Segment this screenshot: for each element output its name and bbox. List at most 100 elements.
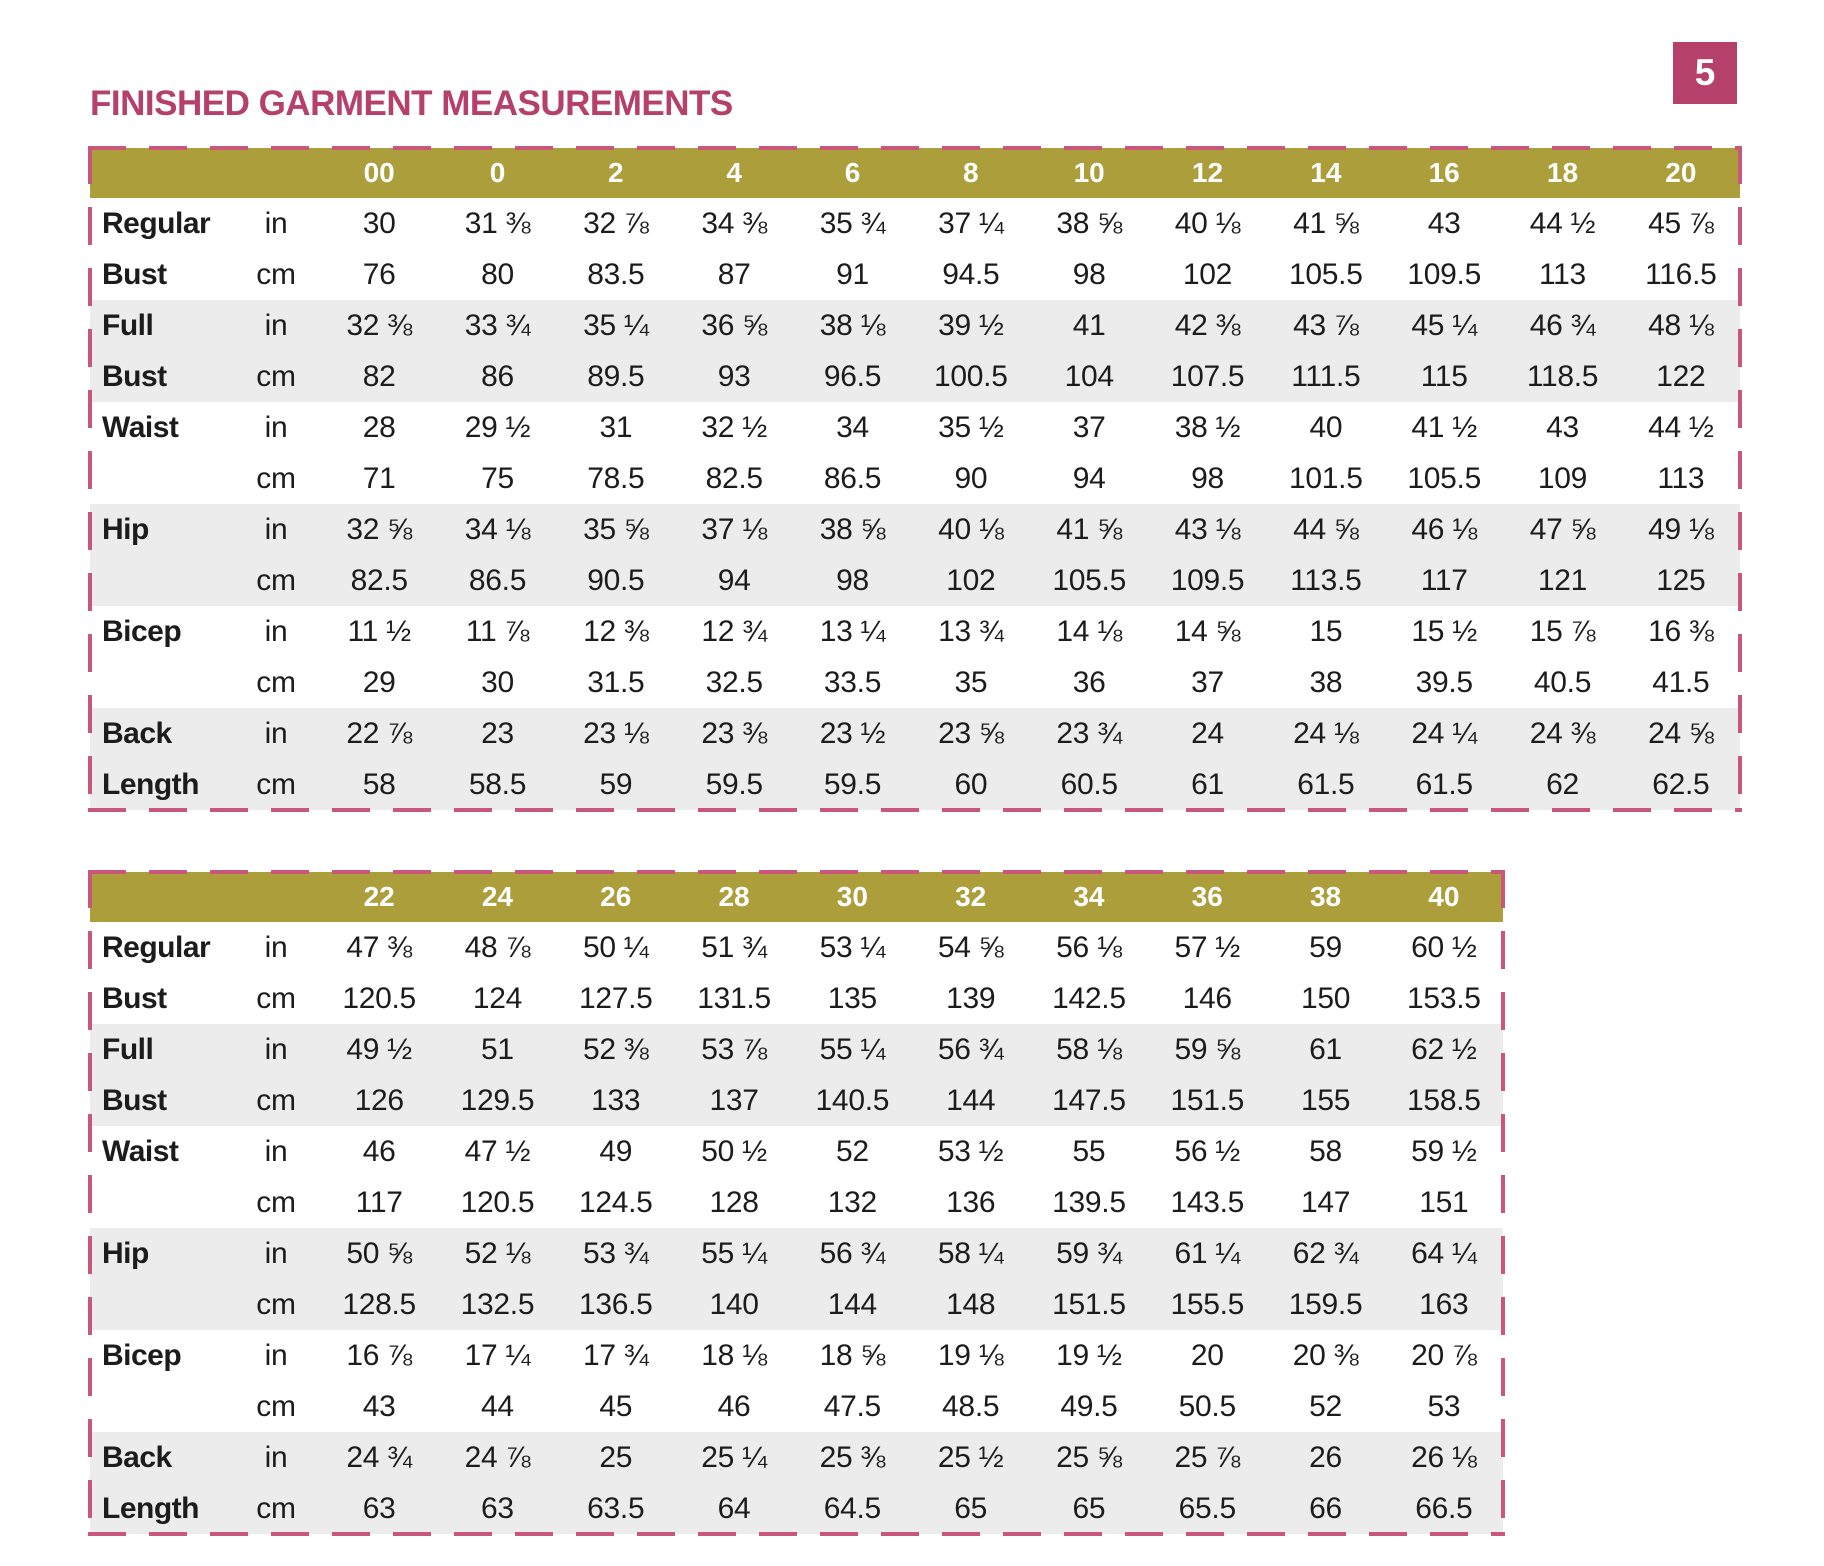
- measurement-value: 105.5: [1052, 563, 1126, 597]
- size-column-header: 36: [1191, 881, 1223, 912]
- measurement-value: 61: [1309, 1032, 1342, 1066]
- row-label: [90, 1279, 232, 1330]
- measurement-value: 43: [1546, 410, 1579, 444]
- measurement-value: 155.5: [1170, 1287, 1245, 1321]
- measurement-value: 140.5: [815, 1083, 890, 1117]
- row-label: Full: [102, 308, 154, 342]
- measurement-value: 26 ⅛: [1411, 1440, 1477, 1474]
- measurement-value: 12 ⅜: [583, 614, 649, 648]
- measurement-value: 59.5: [823, 767, 882, 801]
- measurement-value: 66.5: [1415, 1491, 1473, 1525]
- measurement-value: 56 ⅛: [1056, 930, 1122, 964]
- measurement-value: 101.5: [1289, 461, 1363, 495]
- table-row: Back in 22 ⅞ 23 23 ⅛ 23 ⅜ 23 ½ 23 ⅝ 23 ¾ 24 24 ⅛ 24…: [90, 708, 1740, 759]
- measurement-value: 151: [1419, 1185, 1469, 1219]
- table-row: Bust cm 82 86 89.5 93 96.5 100.5 104 107.5 111.5 11…: [90, 351, 1740, 402]
- measurement-value: 131.5: [697, 981, 771, 1015]
- measurement-value: 62 ¾: [1292, 1236, 1359, 1270]
- measurement-value: 13 ¾: [938, 614, 1004, 648]
- table-row: Bust cm 120.5 124 127.5 131.5 135 139 142.5 146 15…: [90, 973, 1503, 1024]
- measurement-value: 49 ½: [346, 1032, 412, 1066]
- measurement-value: 143.5: [1170, 1185, 1245, 1219]
- measurement-value: 49 ⅛: [1648, 512, 1714, 546]
- measurement-value: 104: [1064, 359, 1114, 393]
- table-row: Bust cm 76 80 83.5 87 91 94.5 98 102 105.5 109.5 113…: [90, 249, 1740, 300]
- measurement-value: 26: [1309, 1440, 1342, 1474]
- measurement-value: 51: [481, 1032, 514, 1066]
- measurement-value: 35 ½: [938, 410, 1004, 444]
- measurement-value: 155: [1300, 1083, 1351, 1117]
- measurement-value: 127.5: [578, 981, 653, 1015]
- measurement-value: 50 ¼: [582, 930, 649, 964]
- measurement-value: 38: [1309, 665, 1343, 699]
- unit-label: cm: [256, 1491, 296, 1525]
- header-spacer-unit: [232, 148, 320, 198]
- measurement-value: 25 ¼: [701, 1440, 767, 1474]
- row-label: Hip: [102, 512, 149, 546]
- row-label: Waist: [102, 410, 179, 444]
- measurement-value: 120.5: [460, 1185, 535, 1219]
- unit-label: in: [264, 410, 288, 444]
- table-row: cm 128.5 132.5 136.5 140 144 148 151.5 155.5 159.…: [90, 1279, 1503, 1330]
- unit-label: in: [264, 1032, 288, 1066]
- unit-label: in: [264, 512, 288, 546]
- row-label: Back: [102, 1440, 172, 1474]
- measurement-value: 14 ⅛: [1056, 614, 1122, 648]
- measurement-value: 98: [1191, 461, 1224, 495]
- measurement-value: 54 ⅝: [937, 930, 1004, 964]
- measurement-value: 59: [1309, 930, 1342, 964]
- size-column-header: 14: [1310, 157, 1342, 188]
- measurement-value: 125: [1656, 563, 1706, 597]
- measurement-value: 32 ⅜: [346, 308, 412, 342]
- table-row: Hip in 32 ⅝ 34 ⅛ 35 ⅝ 37 ⅛ 38 ⅝ 40 ⅛ 41 ⅝ 43 ⅛ 44 …: [90, 504, 1740, 555]
- table-row: Regular in 30 31 ⅜ 32 ⅞ 34 ⅜ 35 ¾ 37 ¼ 38 ⅝ 40 ⅛ 4…: [90, 198, 1740, 249]
- measurement-value: 52: [1309, 1389, 1342, 1423]
- row-label: Bust: [102, 359, 167, 393]
- measurement-value: 30: [362, 206, 396, 240]
- measurement-value: 20 ⅜: [1292, 1338, 1359, 1372]
- measurement-value: 96.5: [823, 359, 882, 393]
- size-column-header: 34: [1073, 881, 1105, 912]
- measurement-value: 61.5: [1415, 767, 1474, 801]
- size-column-header: 22: [363, 881, 395, 912]
- measurement-value: 144: [946, 1083, 996, 1117]
- dashed-border-bottom: [88, 808, 1742, 812]
- measurement-value: 109.5: [1170, 563, 1245, 597]
- measurement-value: 98: [836, 563, 869, 597]
- measurement-value: 135: [827, 981, 877, 1015]
- measurement-value: 24: [1191, 716, 1224, 750]
- measurement-value: 80: [481, 257, 514, 291]
- measurement-value: 55: [1072, 1134, 1106, 1168]
- page-title: FINISHED GARMENT MEASUREMENTS: [90, 84, 733, 123]
- measurement-value: 25 ⅝: [1056, 1440, 1122, 1474]
- row-label: Full: [102, 1032, 154, 1066]
- measurement-value: 86.5: [823, 461, 882, 495]
- measurement-value: 59.5: [705, 767, 764, 801]
- measurement-value: 137: [709, 1083, 759, 1117]
- measurement-value: 57 ½: [1174, 930, 1240, 964]
- measurement-value: 78.5: [587, 461, 645, 495]
- measurement-value: 132: [827, 1185, 877, 1219]
- measurement-value: 28: [362, 410, 396, 444]
- measurement-value: 23 ⅜: [701, 716, 767, 750]
- measurement-value: 61: [1191, 767, 1224, 801]
- measurement-value: 40 ⅛: [938, 512, 1004, 546]
- measurement-value: 139: [946, 981, 996, 1015]
- measurement-value: 22 ⅞: [346, 716, 412, 750]
- measurement-value: 52 ⅛: [464, 1236, 531, 1270]
- measurement-value: 51 ¾: [701, 930, 767, 964]
- size-column-header: 18: [1546, 157, 1579, 188]
- measurement-value: 11 ½: [347, 614, 412, 648]
- unit-label: in: [264, 930, 288, 964]
- measurement-value: 23 ¾: [1056, 716, 1122, 750]
- measurement-value: 82.5: [350, 563, 409, 597]
- measurement-value: 44: [481, 1389, 514, 1423]
- row-label: Regular: [102, 930, 211, 964]
- measurement-value: 19 ⅛: [937, 1338, 1004, 1372]
- measurement-value: 100.5: [934, 359, 1008, 393]
- measurement-value: 35 ¼: [583, 308, 649, 342]
- measurement-value: 50 ⅝: [346, 1236, 412, 1270]
- measurement-value: 151.5: [1052, 1287, 1126, 1321]
- row-label: [90, 1177, 232, 1228]
- measurement-value: 43 ⅞: [1293, 308, 1359, 342]
